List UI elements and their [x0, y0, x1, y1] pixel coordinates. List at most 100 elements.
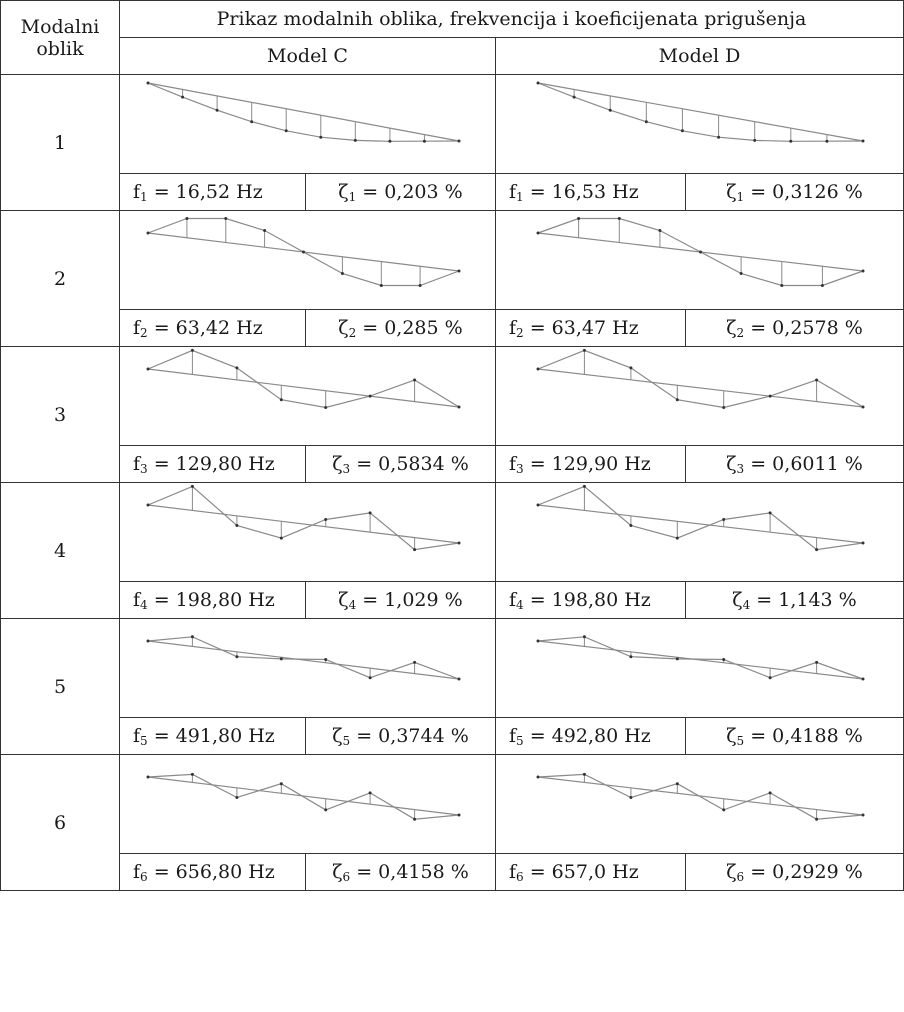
mode-shape-row: 4	[0, 482, 904, 619]
damping-model-d: ζ2 = 0,2578 %	[684, 309, 904, 347]
damp-subscript: 5	[342, 734, 351, 748]
damp-symbol: ζ	[338, 317, 349, 339]
frequency-model-c: f5 = 491,80 Hz	[119, 717, 306, 755]
deformed-shape-line	[147, 349, 460, 409]
mode-number: 5	[0, 618, 120, 755]
mode-shape-row: 2	[0, 210, 904, 347]
freq-value: = 198,80 Hz	[147, 589, 275, 611]
freq-value: = 492,80 Hz	[523, 725, 651, 747]
node-point	[629, 655, 633, 659]
freq-subscript: 3	[516, 462, 524, 476]
freq-subscript: 5	[140, 734, 148, 748]
node-point	[608, 108, 612, 112]
mode-shape-figure	[146, 635, 461, 681]
mode-values-row: f6 = 656,80 Hz ζ6 = 0,4158 % f6 = 657,0 Hz…	[1, 853, 904, 891]
freq-value: = 129,90 Hz	[523, 453, 651, 475]
node-point	[675, 782, 679, 786]
damp-subscript: 6	[342, 870, 351, 884]
freq-symbol: f	[509, 725, 517, 747]
damp-symbol: ζ	[338, 181, 349, 203]
node-point	[820, 284, 824, 287]
node-point	[722, 518, 726, 521]
mode-shape-drawing	[146, 81, 461, 143]
mode-shape-model-d	[494, 482, 904, 582]
mode-shape-drawing	[536, 635, 865, 681]
damping-model-d: ζ6 = 0,2929 %	[684, 853, 904, 891]
damp-subscript: 3	[342, 462, 351, 476]
mode-shape-row: 6	[0, 754, 904, 891]
mode-shape-figure	[536, 348, 865, 409]
mode-shape-drawing	[536, 217, 865, 287]
damp-symbol: ζ	[726, 317, 737, 339]
deformed-shape-line	[537, 636, 864, 680]
node-point	[457, 405, 461, 409]
undeformed-axis	[147, 504, 460, 544]
mode-shape-figure	[146, 772, 461, 821]
mode-shape-figure	[146, 348, 461, 409]
damping-model-c: ζ5 = 0,3744 %	[305, 717, 496, 755]
node-point	[722, 658, 726, 661]
damping-model-c: ζ6 = 0,4158 %	[305, 853, 496, 891]
node-point	[181, 95, 185, 99]
mode-values-row: f2 = 63,42 Hz ζ2 = 0,285 % f2 = 63,47 Hz ζ2…	[1, 309, 904, 347]
mode-shape-model-d	[494, 210, 904, 310]
damp-subscript: 5	[736, 734, 745, 748]
damp-symbol: ζ	[332, 453, 343, 475]
damping-model-c: ζ2 = 0,285 %	[305, 309, 496, 347]
node-point	[279, 782, 283, 786]
node-point	[768, 511, 772, 515]
damp-symbol: ζ	[726, 861, 737, 883]
node-point	[319, 135, 323, 139]
node-point	[457, 677, 461, 681]
freq-subscript: 6	[140, 870, 148, 884]
damp-value: = 0,6011 %	[744, 453, 863, 475]
mode-shape-figure	[536, 635, 865, 681]
damp-value: = 0,3744 %	[350, 725, 469, 747]
mode-shape-model-c	[119, 210, 496, 310]
freq-value: = 129,80 Hz	[147, 453, 275, 475]
node-point	[722, 406, 726, 409]
damp-value: = 0,203 %	[356, 181, 463, 203]
deformed-shape-line	[537, 485, 864, 551]
mode-shape-figure	[146, 484, 461, 552]
node-point	[717, 135, 721, 139]
node-point	[861, 541, 865, 545]
node-point	[699, 250, 703, 254]
node-point	[753, 138, 757, 142]
freq-value: = 657,0 Hz	[523, 861, 639, 883]
mode-shape-figure	[536, 217, 865, 287]
damping-model-c: ζ1 = 0,203 %	[305, 173, 496, 211]
node-point	[582, 348, 586, 352]
freq-value: = 16,53 Hz	[523, 181, 639, 203]
damp-subscript: 3	[736, 462, 745, 476]
damp-subscript: 2	[348, 326, 357, 340]
undeformed-axis	[537, 640, 864, 680]
damping-model-d: ζ1 = 0,3126 %	[684, 173, 904, 211]
node-point	[279, 536, 283, 540]
mode-shape-row: 1	[0, 74, 904, 211]
node-point	[825, 139, 829, 143]
node-point	[536, 639, 540, 643]
node-point	[768, 394, 772, 398]
node-point	[457, 139, 461, 143]
node-point	[302, 250, 305, 254]
node-point	[190, 635, 194, 639]
node-point	[235, 655, 239, 659]
node-point	[235, 796, 239, 799]
node-point	[190, 348, 194, 352]
node-point	[457, 269, 461, 273]
mode-values-row: f4 = 198,80 Hz ζ4 = 1,029 % f4 = 198,80 Hz…	[1, 581, 904, 619]
node-point	[536, 503, 540, 507]
node-point	[861, 813, 865, 817]
mode-shape-figure	[146, 81, 461, 143]
mode-number: 4	[0, 482, 120, 619]
undeformed-axis	[147, 82, 460, 142]
table-title: Prikaz modalnih oblika, frekvencija i ko…	[118, 0, 904, 38]
damp-symbol: ζ	[726, 181, 737, 203]
node-point	[324, 658, 328, 661]
freq-subscript: 1	[516, 190, 524, 204]
freq-symbol: f	[509, 861, 517, 883]
damp-subscript: 1	[348, 190, 357, 204]
frequency-model-c: f3 = 129,80 Hz	[119, 445, 306, 483]
freq-value: = 198,80 Hz	[523, 589, 651, 611]
